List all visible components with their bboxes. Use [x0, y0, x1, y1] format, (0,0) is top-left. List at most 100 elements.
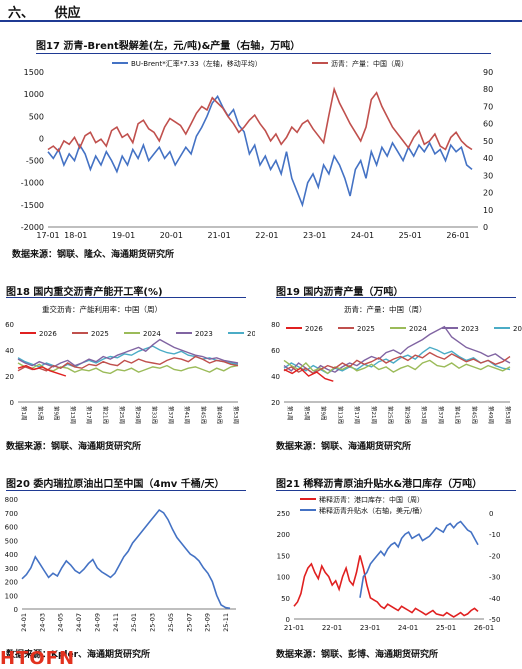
fig18-chart: 重交沥青：产能利用率：中国（周） 2026 2025 2024 2023 2022 60 40… [5, 304, 255, 424]
fig20-y-tick: 100 [5, 592, 18, 600]
fig19-y-tick: 40 [271, 373, 280, 381]
fig20-y-tick: 700 [5, 510, 18, 518]
fig18-chart-title: 重交沥青：产能利用率：中国（周） [42, 304, 162, 314]
fig18-x-tick: 第53周 [232, 406, 240, 424]
fig20-x-tick: 25-03 [149, 613, 157, 632]
fig21-y-right-tick: -10 [489, 531, 500, 539]
fig19-series-2026 [283, 367, 334, 382]
fig21-x-tick: 21-01 [284, 624, 304, 632]
fig20-x-tick: 25-11 [222, 613, 230, 632]
fig21-y-left-tick: 0 [286, 616, 290, 624]
fig21-y-right-tick: -50 [489, 616, 500, 624]
fig21-chart: 稀释沥青：港口库存：中国（周） 稀释沥青升贴水（右轴，美元/桶） 250 200 150… [277, 495, 501, 632]
fig18-x-tick: 第41周 [183, 406, 191, 424]
fig19-legend-2025-label: 2025 [357, 325, 375, 333]
fig18-legend-2022-label: 2022 [247, 330, 255, 338]
fig19-legend-2024-label: 2024 [409, 325, 427, 333]
fig18-y-tick: 20 [5, 373, 14, 381]
fig20-x-tick: 24-03 [38, 613, 46, 632]
fig17-y-left-tick: 500 [29, 112, 44, 121]
fig18-x-tick: 第25周 [118, 406, 126, 424]
fig21-y-right-tick: -20 [489, 552, 500, 560]
fig20-x-tick: 24-01 [20, 613, 28, 632]
fig19-x-tick: 第9周 [320, 406, 328, 421]
fig17-source: 数据来源：钢联、隆众、海通期货研究所 [12, 250, 175, 260]
fig19-x-tick: 第45周 [470, 406, 478, 424]
fig19-x-tick: 第5周 [303, 406, 311, 421]
fig19-x-tick: 第37周 [437, 406, 445, 424]
fig18-x-tick: 第45周 [199, 406, 207, 424]
fig17-x-tick: 19-01 [112, 231, 135, 240]
fig21-y-right-tick: -40 [489, 595, 500, 603]
fig17-y-right-tick: 70 [483, 102, 493, 111]
fig17-y-right-tick: 90 [483, 68, 493, 77]
fig17-y-right-tick: 60 [483, 120, 493, 129]
fig19-x-tick: 第49周 [487, 406, 495, 424]
fig19-y-tick: 80 [271, 321, 280, 329]
fig18-y-tick: 60 [5, 321, 14, 329]
fig18-series-2023 [17, 338, 239, 368]
fig19-chart: 沥青：产量：中国（周） 2026 2025 2024 2023 2022 80 60 40 20 第… [271, 304, 522, 424]
fig17-x-tick: 22-01 [255, 231, 278, 240]
fig17-x-tick: 24-01 [351, 231, 374, 240]
fig18-y-tick: 40 [5, 347, 14, 355]
fig18-legend-2023-label: 2023 [195, 330, 213, 338]
fig20-source: 数据来源：Kpler、海通期货研究所 [6, 650, 151, 660]
section-heading: 六、 供应 [8, 2, 81, 21]
fig21-legend-stock-label: 稀释沥青：港口库存：中国（周） [319, 495, 424, 504]
fig18-x-tick: 第29周 [134, 406, 142, 424]
section-rule [0, 20, 522, 22]
fig21-x-tick: 22-01 [322, 624, 342, 632]
fig18-title: 图18 国内重交沥青产能开工率(%) [6, 287, 163, 298]
fig17-y-right-tick: 40 [483, 154, 493, 163]
fig18-series-2026 [17, 364, 67, 377]
fig21-y-left-tick: 150 [277, 552, 290, 560]
fig20-x-tick: 25-05 [167, 613, 175, 632]
fig18-legend-2024-label: 2024 [143, 330, 161, 338]
fig20-y-tick: 0 [14, 606, 18, 614]
fig21-series-stock [293, 555, 479, 618]
fig17-y-left-tick: -500 [26, 157, 44, 166]
fig19-y-tick: 20 [271, 399, 280, 407]
fig18-rule [6, 297, 246, 298]
fig21-y-left-tick: 200 [277, 531, 290, 539]
fig17-series-bu [47, 94, 473, 208]
fig18-x-tick: 第9周 [53, 406, 61, 421]
fig21-y-right-tick: 0 [489, 510, 493, 518]
fig20-y-tick: 600 [5, 524, 18, 532]
fig18-x-tick: 第21周 [102, 406, 110, 424]
fig17-y-right-tick: 80 [483, 85, 493, 94]
fig19-series-2022 [283, 346, 511, 375]
section-number: 六、 [8, 6, 35, 21]
fig20-y-tick: 300 [5, 565, 18, 573]
fig17-y-left-tick: -1500 [21, 201, 44, 210]
fig20-title: 图20 委内瑞拉原油出口至中国（4mv 千桶/天） [6, 479, 225, 490]
fig19-legend-2026-label: 2026 [305, 325, 323, 333]
fig17-series-output [47, 86, 473, 153]
fig18-x-tick: 第49周 [216, 406, 224, 424]
fig18-x-tick: 第5周 [36, 406, 44, 421]
fig21-x-tick: 23-01 [360, 624, 380, 632]
fig19-x-tick: 第25周 [387, 406, 395, 424]
fig17-legend-bu-label: BU-Brent*汇率*7.33（左轴，移动平均） [131, 59, 262, 68]
fig19-x-tick: 第29周 [403, 406, 411, 424]
fig19-series-2025 [283, 351, 511, 375]
fig20-y-tick: 500 [5, 537, 18, 545]
fig18-series-2024 [17, 362, 239, 375]
fig19-series-2023 [283, 325, 511, 375]
fig19-y-tick: 60 [271, 347, 280, 355]
fig19-source: 数据来源：钢联、海通期货研究所 [276, 442, 412, 452]
fig19-x-tick: 第33周 [420, 406, 428, 424]
fig19-legend-2022-label: 2022 [513, 325, 522, 333]
fig19-x-tick: 第17周 [353, 406, 361, 424]
fig17-y-left-tick: 0 [39, 134, 44, 143]
fig18-x-tick: 第13周 [69, 406, 77, 424]
fig19-chart-title: 沥青：产量：中国（周） [344, 304, 427, 314]
fig20-y-tick: 200 [5, 579, 18, 587]
fig20-x-tick: 24-11 [112, 613, 120, 632]
fig18-legend-2025-label: 2025 [91, 330, 109, 338]
fig17-x-tick: 17-01 [36, 231, 59, 240]
fig17-legend-output-label: 沥青：产量：中国（周） [331, 59, 408, 68]
fig21-x-tick: 26-01 [474, 624, 494, 632]
fig19-legend-2023-label: 2023 [461, 325, 479, 333]
